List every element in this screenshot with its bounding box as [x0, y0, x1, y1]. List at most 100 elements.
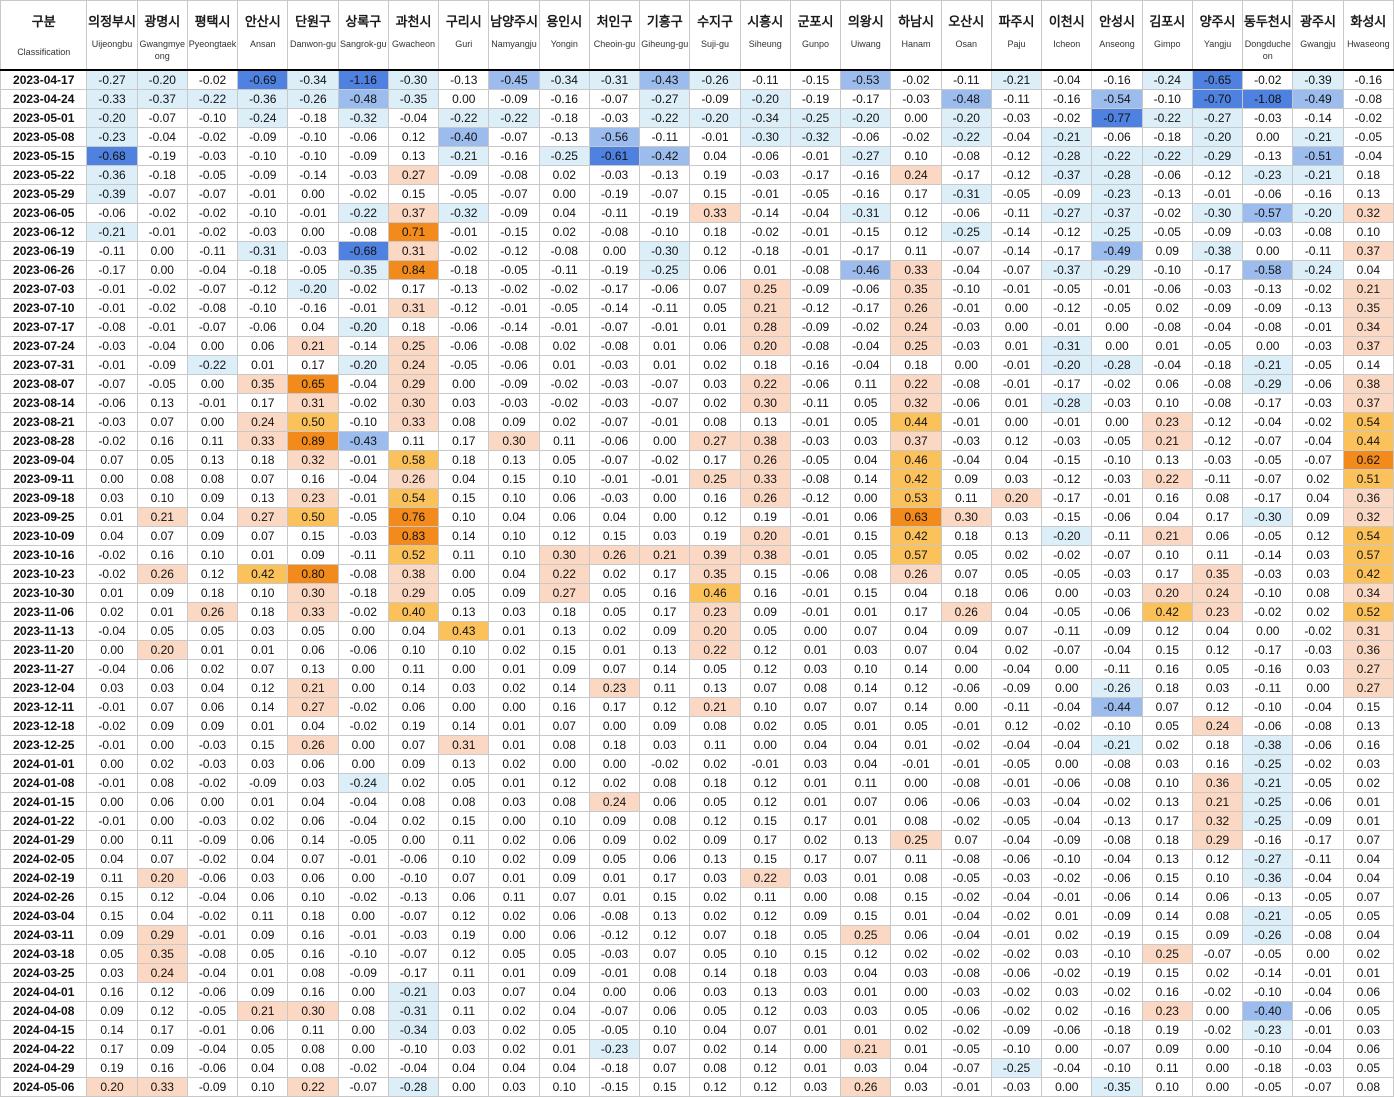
value-cell: -0.36: [237, 89, 289, 109]
value-cell: 0.06: [890, 925, 942, 945]
value-cell: 0.31: [287, 393, 339, 413]
value-cell: 0.03: [789, 982, 842, 1002]
value-cell: -0.32: [789, 127, 842, 147]
row-date: 2023-10-23: [0, 564, 88, 584]
row-date: 2023-09-18: [0, 488, 88, 508]
value-cell: -0.02: [86, 545, 138, 565]
value-cell: 0.23: [287, 488, 339, 508]
value-cell: -0.14: [337, 336, 389, 356]
region-header: 광명시 Gwangmyeong: [136, 0, 188, 71]
value-cell: 0.01: [588, 868, 641, 888]
value-cell: -0.61: [588, 146, 641, 166]
value-cell: -0.09: [1191, 298, 1244, 318]
value-cell: 0.00: [789, 887, 842, 907]
value-cell: 0.05: [890, 716, 942, 736]
value-cell: -0.02: [337, 602, 389, 622]
value-cell: 0.24: [1191, 583, 1244, 603]
value-cell: 0.02: [488, 678, 540, 698]
value-cell: -0.11: [639, 127, 691, 147]
value-cell: 0.21: [840, 1039, 892, 1059]
value-cell: 0.03: [789, 963, 842, 983]
table-row: 2024-04-15 0.14 0.17 -0.01 0.06 0.11 0.00 -0.34…: [0, 1020, 1394, 1040]
value-cell: -0.03: [1191, 450, 1244, 470]
value-cell: 0.12: [136, 887, 188, 907]
row-date: 2023-11-06: [0, 602, 88, 622]
value-cell: -0.10: [237, 203, 289, 223]
value-cell: 0.03: [1342, 754, 1394, 774]
value-cell: 0.14: [689, 963, 741, 983]
value-cell: -0.02: [639, 754, 691, 774]
value-cell: 0.19: [86, 1058, 138, 1078]
value-cell: -0.06: [337, 640, 389, 660]
value-cell: -0.01: [588, 469, 641, 489]
value-cell: 0.00: [1191, 1039, 1244, 1059]
value-cell: -0.05: [1242, 944, 1294, 964]
value-cell: 0.34: [1342, 583, 1394, 603]
value-cell: -0.02: [1041, 716, 1093, 736]
value-cell: -0.58: [1242, 260, 1294, 280]
value-cell: 0.09: [237, 982, 289, 1002]
value-cell: 0.26: [890, 298, 942, 318]
value-cell: -0.04: [86, 621, 138, 641]
value-cell: 0.08: [136, 469, 188, 489]
value-cell: 0.12: [1191, 640, 1244, 660]
value-cell: 0.01: [789, 1020, 842, 1040]
value-cell: -0.13: [1242, 887, 1294, 907]
value-cell: -0.10: [1242, 1039, 1294, 1059]
value-cell: 0.17: [689, 450, 741, 470]
value-cell: 0.12: [890, 203, 942, 223]
value-cell: 0.02: [488, 1001, 540, 1021]
value-cell: 0.06: [287, 868, 339, 888]
value-cell: -0.24: [1141, 69, 1193, 90]
value-cell: 0.12: [538, 526, 590, 546]
value-cell: -0.08: [588, 336, 641, 356]
value-cell: 0.11: [739, 887, 791, 907]
value-cell: 0.02: [689, 906, 741, 926]
value-cell: -0.17: [840, 89, 892, 109]
row-date: 2024-03-11: [0, 925, 88, 945]
value-cell: -0.12: [789, 298, 842, 318]
value-cell: 0.09: [789, 906, 842, 926]
value-cell: 0.06: [237, 887, 289, 907]
region-name-en: Osan: [955, 39, 978, 49]
value-cell: 0.03: [1191, 678, 1244, 698]
value-cell: 0.30: [538, 545, 590, 565]
value-cell: -0.10: [1091, 450, 1143, 470]
value-cell: 0.05: [237, 944, 289, 964]
row-date: 2024-01-08: [0, 773, 88, 793]
region-name-en: Gwangju: [1300, 39, 1336, 49]
value-cell: 0.65: [287, 374, 339, 394]
value-cell: 0.21: [237, 1001, 289, 1021]
value-cell: -0.36: [1242, 868, 1294, 888]
value-cell: -0.06: [940, 678, 992, 698]
value-cell: -0.17: [1041, 374, 1093, 394]
value-cell: 0.09: [186, 716, 239, 736]
value-cell: -0.37: [1091, 203, 1143, 223]
value-cell: -0.27: [1242, 849, 1294, 869]
value-cell: -0.23: [588, 1039, 641, 1059]
value-cell: -0.02: [86, 716, 138, 736]
row-date: 2023-04-17: [0, 69, 88, 90]
value-cell: 0.15: [287, 526, 339, 546]
row-date: 2024-03-25: [0, 963, 88, 983]
value-cell: -0.13: [1141, 184, 1193, 204]
value-cell: -0.01: [789, 412, 842, 432]
value-cell: 0.57: [1342, 545, 1394, 565]
value-cell: -0.05: [1342, 127, 1394, 147]
value-cell: 0.06: [538, 906, 590, 926]
value-cell: 0.05: [1342, 906, 1394, 926]
value-cell: 0.04: [1342, 849, 1394, 869]
value-cell: 0.00: [789, 621, 842, 641]
value-cell: 0.35: [1191, 564, 1244, 584]
value-cell: -0.18: [287, 108, 339, 128]
value-cell: 0.08: [1342, 1077, 1394, 1097]
value-cell: -0.15: [789, 69, 842, 90]
value-cell: -0.16: [840, 165, 892, 185]
value-cell: 0.12: [1292, 526, 1344, 546]
value-cell: -0.09: [237, 773, 289, 793]
value-cell: -0.19: [639, 203, 691, 223]
value-cell: -0.02: [337, 184, 389, 204]
value-cell: -0.09: [1091, 906, 1143, 926]
value-cell: 0.14: [739, 1039, 791, 1059]
value-cell: 0.09: [1191, 925, 1244, 945]
